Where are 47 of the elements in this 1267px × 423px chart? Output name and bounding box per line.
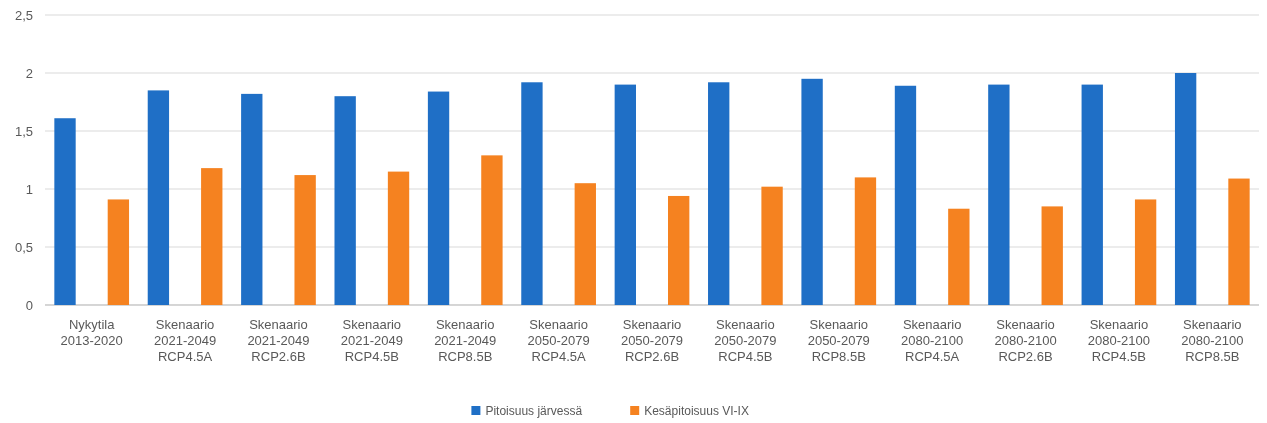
x-tick-label: Nykytila 2013-2020 [60, 317, 123, 348]
y-tick-label: 2,5 [14, 7, 33, 23]
bar [334, 96, 356, 305]
bar [241, 93, 263, 305]
y-tick-label: 1 [25, 181, 33, 197]
bar [1134, 199, 1157, 305]
bar [761, 186, 783, 305]
bar [201, 168, 223, 305]
bar [988, 84, 1010, 305]
bar [801, 78, 823, 305]
x-tick-label: Skenaario 2021-2049 RCP4.5B [340, 317, 403, 364]
bar [521, 82, 543, 305]
y-tick-label: 0 [25, 297, 33, 313]
x-tick-label: Skenaario 2021-2049 RCP8.5B [434, 317, 497, 364]
bar [481, 155, 503, 305]
bar [854, 177, 877, 305]
bar [147, 90, 170, 305]
x-tick-label: Skenaario 2050-2079 RCP4.5A [527, 317, 590, 364]
legend-label: Pitoisuus järvessä [485, 404, 583, 419]
bar [1041, 206, 1063, 305]
y-tick-label: 1,5 [14, 123, 33, 139]
y-tick-label: 2 [25, 65, 33, 81]
bar [1081, 84, 1103, 305]
bar [294, 175, 316, 305]
legend-label: Kesäpitoisuus VI-IX [644, 404, 749, 419]
bar [708, 82, 730, 305]
bar [107, 199, 130, 305]
x-tick-label: Skenaario 2050-2079 RCP8.5B [807, 317, 870, 364]
x-tick-label: Skenaario 2050-2079 RCP4.5B [714, 317, 777, 364]
x-tick-label: Skenaario 2080-2100 RCP4.5A [901, 317, 964, 364]
bar [1174, 73, 1197, 305]
bar [1228, 178, 1250, 305]
x-tick-label: Skenaario 2021-2049 RCP4.5A [153, 317, 217, 364]
x-tick-label: Skenaario 2050-2079 RCP2.6B [620, 317, 684, 364]
bar [574, 183, 596, 305]
bar [387, 171, 410, 305]
bar [894, 85, 917, 305]
bar [427, 91, 450, 305]
bar [614, 84, 636, 305]
bar [668, 195, 690, 305]
x-tick-label: Skenaario 2021-2049 RCP2.6B [247, 317, 310, 364]
y-tick-label: 0,5 [14, 239, 33, 255]
x-tick-label: Skenaario 2080-2100 RCP4.5B [1087, 317, 1151, 364]
bar [948, 208, 970, 305]
x-tick-label: Skenaario 2080-2100 RCP8.5B [1181, 317, 1244, 364]
x-tick-label: Skenaario 2080-2100 RCP2.6B [994, 317, 1057, 364]
bar [54, 118, 76, 305]
